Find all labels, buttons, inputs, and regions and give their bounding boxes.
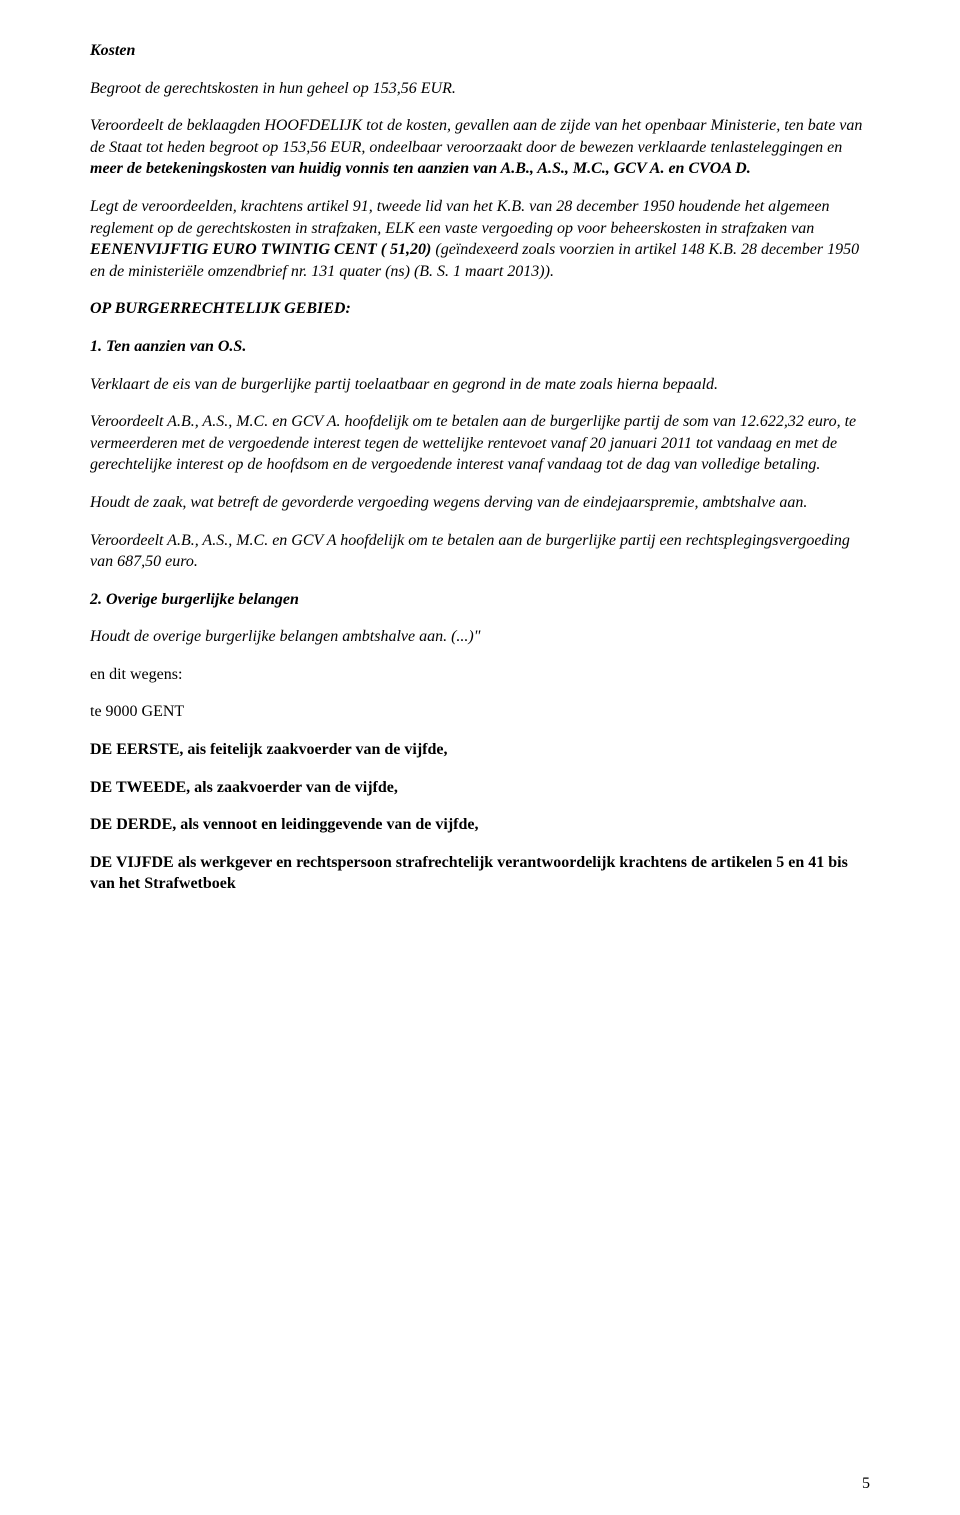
paragraph: DE VIJFDE als werkgever en rechtspersoon… (90, 852, 870, 895)
paragraph: Veroordeelt de beklaagden HOOFDELIJK tot… (90, 115, 870, 180)
paragraph: Veroordeelt A.B., A.S., M.C. en GCV A. h… (90, 411, 870, 476)
paragraph: Verklaart de eis van de burgerlijke part… (90, 374, 870, 396)
subsection-heading-1: 1. Ten aanzien van O.S. (90, 336, 870, 358)
paragraph: DE EERSTE, ais feitelijk zaakvoerder van… (90, 739, 870, 761)
paragraph: Legt de veroordeelden, krachtens artikel… (90, 196, 870, 282)
section-heading-burger: OP BURGERRECHTELIJK GEBIED: (90, 298, 870, 320)
paragraph: te 9000 GENT (90, 701, 870, 723)
page-number: 5 (862, 1473, 870, 1495)
paragraph: Veroordeelt A.B., A.S., M.C. en GCV A ho… (90, 530, 870, 573)
paragraph: Houdt de zaak, wat betreft de gevorderde… (90, 492, 870, 514)
paragraph: DE TWEEDE, als zaakvoerder van de vijfde… (90, 777, 870, 799)
paragraph: Begroot de gerechtskosten in hun geheel … (90, 78, 870, 100)
text-bold: meer de betekeningskosten van huidig von… (90, 160, 751, 177)
subsection-heading-2: 2. Overige burgerlijke belangen (90, 589, 870, 611)
text: Legt de veroordeelden, krachtens artikel… (90, 198, 829, 237)
paragraph: en dit wegens: (90, 664, 870, 686)
text-bold: 51,20) (390, 241, 431, 258)
text: Veroordeelt de beklaagden HOOFDELIJK tot… (90, 117, 862, 156)
paragraph: DE DERDE, als vennoot en leidinggevende … (90, 814, 870, 836)
section-heading-kosten: Kosten (90, 40, 870, 62)
paragraph: Houdt de overige burgerlijke belangen am… (90, 626, 870, 648)
text-bold: EENENVIJFTIG EURO TWINTIG CENT ( (90, 241, 390, 258)
document-page: Kosten Begroot de gerechtskosten in hun … (0, 0, 960, 1515)
